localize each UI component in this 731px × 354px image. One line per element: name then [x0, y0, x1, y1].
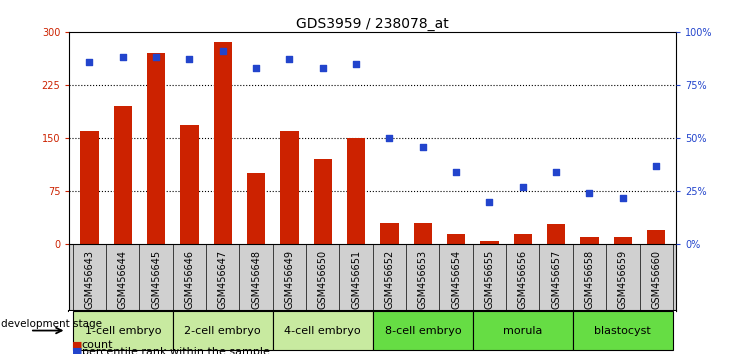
Text: GSM456652: GSM456652: [385, 250, 395, 309]
Bar: [447, 234, 466, 244]
Point: [151, 55, 162, 60]
Bar: [314, 159, 332, 244]
Bar: [113, 106, 132, 244]
Text: GSM456646: GSM456646: [184, 250, 194, 309]
Point: [350, 61, 362, 67]
Point: [550, 169, 562, 175]
Text: 8-cell embryo: 8-cell embryo: [385, 326, 461, 336]
Text: GSM456651: GSM456651: [351, 250, 361, 309]
Text: 2-cell embryo: 2-cell embryo: [184, 326, 261, 336]
Bar: [414, 223, 432, 244]
Point: [583, 190, 595, 196]
Text: GSM456657: GSM456657: [551, 250, 561, 309]
Text: morula: morula: [503, 326, 542, 336]
Point: [117, 55, 129, 60]
Text: blastocyst: blastocyst: [594, 326, 651, 336]
Text: GSM456655: GSM456655: [485, 250, 494, 309]
Bar: [80, 131, 99, 244]
Point: [317, 65, 329, 71]
Bar: [373, 311, 473, 350]
Text: GSM456644: GSM456644: [118, 250, 128, 309]
Bar: [647, 230, 665, 244]
Text: development stage: development stage: [1, 319, 102, 329]
Bar: [173, 311, 273, 350]
Text: GSM456656: GSM456656: [518, 250, 528, 309]
Text: 1-cell embryo: 1-cell embryo: [85, 326, 161, 336]
Text: GSM456653: GSM456653: [418, 250, 428, 309]
Text: percentile rank within the sample: percentile rank within the sample: [82, 347, 270, 354]
Text: GSM456647: GSM456647: [218, 250, 228, 309]
Point: [284, 57, 295, 62]
Point: [450, 169, 462, 175]
Point: [651, 163, 662, 169]
Point: [384, 135, 395, 141]
Point: [484, 199, 496, 205]
Text: GSM456650: GSM456650: [318, 250, 327, 309]
Text: GSM456660: GSM456660: [651, 250, 661, 309]
Text: GSM456648: GSM456648: [251, 250, 261, 309]
Text: GSM456659: GSM456659: [618, 250, 628, 309]
Text: GSM456654: GSM456654: [451, 250, 461, 309]
Text: GSM456658: GSM456658: [585, 250, 594, 309]
Bar: [380, 223, 398, 244]
Point: [517, 184, 529, 190]
Point: [250, 65, 262, 71]
Text: GSM456643: GSM456643: [85, 250, 94, 309]
Point: [217, 48, 229, 54]
Text: count: count: [82, 340, 113, 350]
Title: GDS3959 / 238078_at: GDS3959 / 238078_at: [297, 17, 449, 31]
Bar: [273, 311, 373, 350]
Bar: [473, 311, 573, 350]
Bar: [573, 311, 673, 350]
Text: GSM456649: GSM456649: [284, 250, 295, 309]
Point: [617, 195, 629, 200]
Text: GSM456645: GSM456645: [151, 250, 161, 309]
Bar: [613, 237, 632, 244]
Bar: [73, 311, 173, 350]
Bar: [280, 131, 299, 244]
Bar: [347, 138, 366, 244]
Bar: [181, 125, 199, 244]
Bar: [147, 53, 165, 244]
Point: [83, 59, 95, 64]
Bar: [580, 237, 599, 244]
Text: ■: ■: [72, 340, 82, 350]
Bar: [480, 241, 499, 244]
Text: 4-cell embryo: 4-cell embryo: [284, 326, 361, 336]
Point: [417, 144, 428, 149]
Bar: [213, 42, 232, 244]
Point: [183, 57, 195, 62]
Bar: [547, 224, 565, 244]
Bar: [247, 173, 265, 244]
Bar: [514, 234, 532, 244]
Text: ■: ■: [72, 347, 82, 354]
